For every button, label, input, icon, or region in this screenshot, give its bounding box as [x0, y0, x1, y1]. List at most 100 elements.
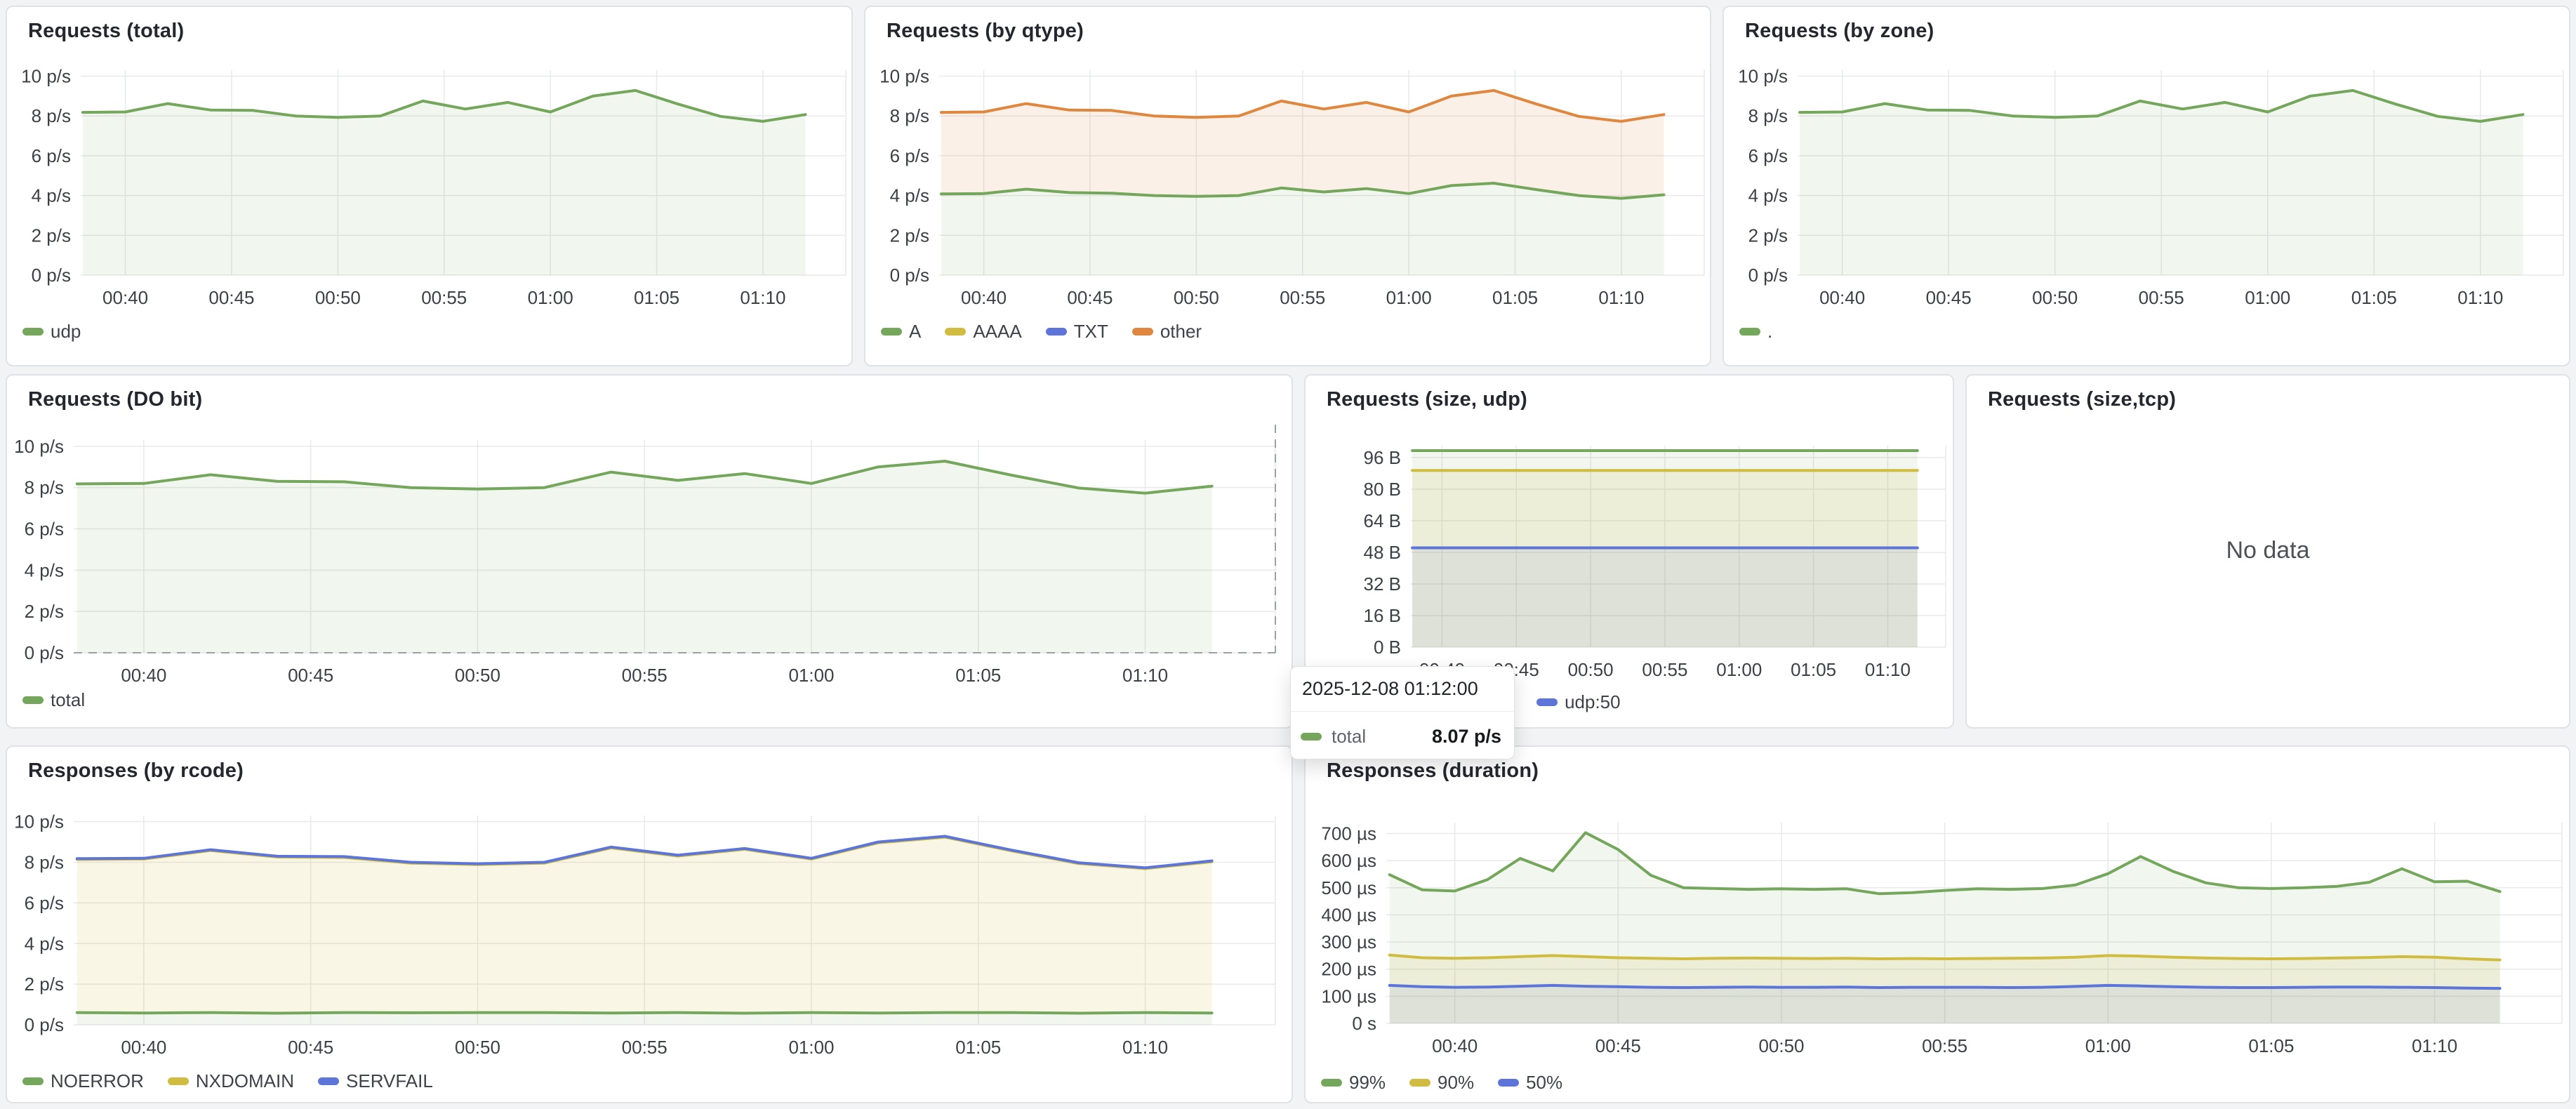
- y-axis-label: 0 p/s: [25, 1014, 64, 1035]
- legend-requests-total: udp: [22, 321, 81, 343]
- x-axis-label: 00:45: [1595, 1035, 1641, 1056]
- series-50%-line: [1388, 983, 2502, 990]
- panel-requests-do-bit: Requests (DO bit) 0 p/s 2 p/s 4 p/s 6 p/s 8 …: [6, 374, 1293, 729]
- x-axis-label: 01:00: [788, 1037, 834, 1058]
- y-axis-label: 10 p/s: [14, 811, 64, 832]
- y-axis-label: 4 p/s: [1748, 185, 1788, 206]
- x-axis-label: 00:50: [1758, 1035, 1804, 1056]
- chart-requests-do-bit[interactable]: 0 p/s 2 p/s 4 p/s 6 p/s 8 p/s 10 p/s 00:40 00:4…: [7, 376, 1294, 730]
- x-axis-label: 00:55: [622, 665, 668, 686]
- legend-label: udp: [51, 321, 81, 342]
- series-udp:50-area: [1412, 547, 1918, 647]
- legend-label: 99%: [1349, 1072, 1386, 1093]
- legend-marker: [1131, 328, 1153, 336]
- x-axis-label: 00:45: [1926, 287, 1972, 308]
- legend-item-aaaa[interactable]: AAAA: [945, 321, 1022, 343]
- panel-title-requests-total[interactable]: Requests (total): [28, 20, 185, 42]
- y-axis-label: 2 p/s: [25, 601, 64, 622]
- legend-item-servfail[interactable]: SERVFAIL: [318, 1070, 433, 1092]
- series-total-area: [77, 461, 1212, 653]
- legend-label: total: [51, 689, 86, 710]
- legend-item-noerror[interactable]: NOERROR: [22, 1070, 144, 1092]
- series-50%-area: [1389, 985, 2500, 1023]
- legend-label: TXT: [1073, 321, 1108, 342]
- x-axis-label: 00:40: [1432, 1035, 1478, 1056]
- legend-requests-by-zone: .: [1739, 321, 1772, 343]
- chart-requests-by-zone[interactable]: 0 p/s 2 p/s 4 p/s 6 p/s 8 p/s 10 p/s 00:40 00:4…: [1724, 7, 2572, 368]
- legend-marker: [1321, 1079, 1342, 1087]
- legend-item-nxdomain[interactable]: NXDOMAIN: [167, 1070, 294, 1092]
- series-.-line: [1798, 88, 2525, 123]
- legend-label: other: [1160, 321, 1202, 342]
- x-axis-label: 01:10: [1122, 665, 1168, 686]
- legend-label: NOERROR: [51, 1070, 144, 1091]
- series-other-area: [941, 90, 1664, 199]
- chart-requests-by-qtype[interactable]: 0 p/s 2 p/s 4 p/s 6 p/s 8 p/s 10 p/s 00:40 00:4…: [865, 7, 1713, 368]
- x-axis-label: 00:40: [121, 665, 166, 686]
- tooltip-series-label: total: [1332, 725, 1367, 747]
- x-axis-label: 01:05: [955, 665, 1001, 686]
- series-NOERROR-area: [77, 1012, 1212, 1025]
- y-axis-label: 0 B: [1374, 637, 1401, 658]
- x-axis-label: 00:40: [1819, 287, 1865, 308]
- y-axis-label: 80 B: [1364, 479, 1402, 500]
- y-axis-label: 10 p/s: [21, 66, 71, 87]
- y-axis-label: 0 p/s: [25, 642, 64, 663]
- panel-title-requests-do-bit[interactable]: Requests (DO bit): [28, 388, 203, 411]
- y-axis-label: 0 p/s: [1748, 265, 1788, 286]
- chart-requests-total[interactable]: 0 p/s 2 p/s 4 p/s 6 p/s 8 p/s 10 p/s 00:40 00:4…: [7, 7, 854, 368]
- y-axis-label: 10 p/s: [14, 436, 64, 457]
- legend-item-a[interactable]: A: [881, 321, 921, 343]
- chart-responses-by-rcode[interactable]: 0 p/s 2 p/s 4 p/s 6 p/s 8 p/s 10 p/s 00:40 00:4…: [7, 747, 1294, 1105]
- x-axis-label: 00:55: [622, 1037, 668, 1058]
- x-axis-label: 01:05: [634, 287, 679, 308]
- series-NOERROR-line: [75, 1011, 1214, 1015]
- legend-marker: [945, 328, 967, 336]
- x-axis-label: 00:50: [2032, 287, 2078, 308]
- legend-item-udp-50[interactable]: udp:50: [1536, 691, 1621, 713]
- panel-responses-by-rcode: Responses (by rcode) 0 p/s 2 p/s 4 p/s 6 p/…: [6, 745, 1293, 1103]
- panel-title-responses-by-rcode[interactable]: Responses (by rcode): [28, 759, 244, 782]
- x-axis-label: 01:00: [528, 287, 573, 308]
- legend-item-99-[interactable]: 99%: [1321, 1072, 1386, 1094]
- x-axis-label: 01:05: [1791, 659, 1836, 680]
- x-axis-label: 01:00: [2245, 287, 2290, 308]
- legend-item--[interactable]: .: [1739, 321, 1772, 343]
- series-90%-area: [1389, 955, 2500, 1023]
- series-udp-area: [83, 90, 806, 275]
- panel-title-requests-by-qtype[interactable]: Requests (by qtype): [887, 20, 1084, 42]
- chart-responses-duration[interactable]: 0 s 100 µs 200 µs 300 µs 400 µs 500 µs 600 µs 7…: [1306, 747, 2572, 1105]
- y-axis-label: 400 µs: [1321, 904, 1376, 925]
- panel-requests-by-qtype: Requests (by qtype) 0 p/s 2 p/s 4 p/s 6 p/s…: [864, 6, 1711, 366]
- legend-marker: [1536, 698, 1558, 706]
- y-axis-label: 96 B: [1364, 447, 1402, 468]
- legend-item-udp[interactable]: udp: [22, 321, 81, 343]
- x-axis-label: 00:40: [961, 287, 1007, 308]
- y-axis-label: 200 µs: [1321, 959, 1376, 980]
- y-axis-label: 0 s: [1352, 1013, 1376, 1034]
- legend-label: 90%: [1438, 1072, 1475, 1093]
- chart-requests-size-udp[interactable]: 0 B16 B32 B48 B64 B80 B96 B00:4000:4500:…: [1306, 376, 1956, 730]
- x-axis-label: 01:10: [1865, 659, 1911, 680]
- panel-title-requests-size-tcp[interactable]: Requests (size,tcp): [1988, 388, 2177, 411]
- legend-label: 50%: [1526, 1072, 1563, 1093]
- legend-item-50-[interactable]: 50%: [1498, 1072, 1562, 1094]
- series-SERVFAIL-line: [75, 835, 1214, 870]
- tooltip-series-marker: [1301, 732, 1322, 741]
- x-axis-label: 00:40: [121, 1037, 166, 1058]
- legend-item-txt[interactable]: TXT: [1045, 321, 1108, 343]
- legend-item-90-[interactable]: 90%: [1409, 1072, 1474, 1094]
- panel-title-responses-duration[interactable]: Responses (duration): [1327, 759, 1539, 782]
- legend-item-total[interactable]: total: [22, 689, 85, 711]
- series-udp-line: [81, 88, 807, 123]
- series-A-line: [940, 182, 1666, 200]
- legend-requests-by-qtype: A AAAA TXT other: [881, 321, 1202, 343]
- legend-label: A: [909, 321, 922, 342]
- y-axis-label: 8 p/s: [1748, 105, 1788, 126]
- x-axis-label: 00:45: [288, 665, 333, 686]
- panel-title-requests-size-udp[interactable]: Requests (size, udp): [1327, 388, 1527, 411]
- panel-title-requests-by-zone[interactable]: Requests (by zone): [1745, 20, 1934, 42]
- legend-label: AAAA: [973, 321, 1022, 342]
- legend-item-other[interactable]: other: [1131, 321, 1202, 343]
- x-axis-label: 00:55: [2139, 287, 2184, 308]
